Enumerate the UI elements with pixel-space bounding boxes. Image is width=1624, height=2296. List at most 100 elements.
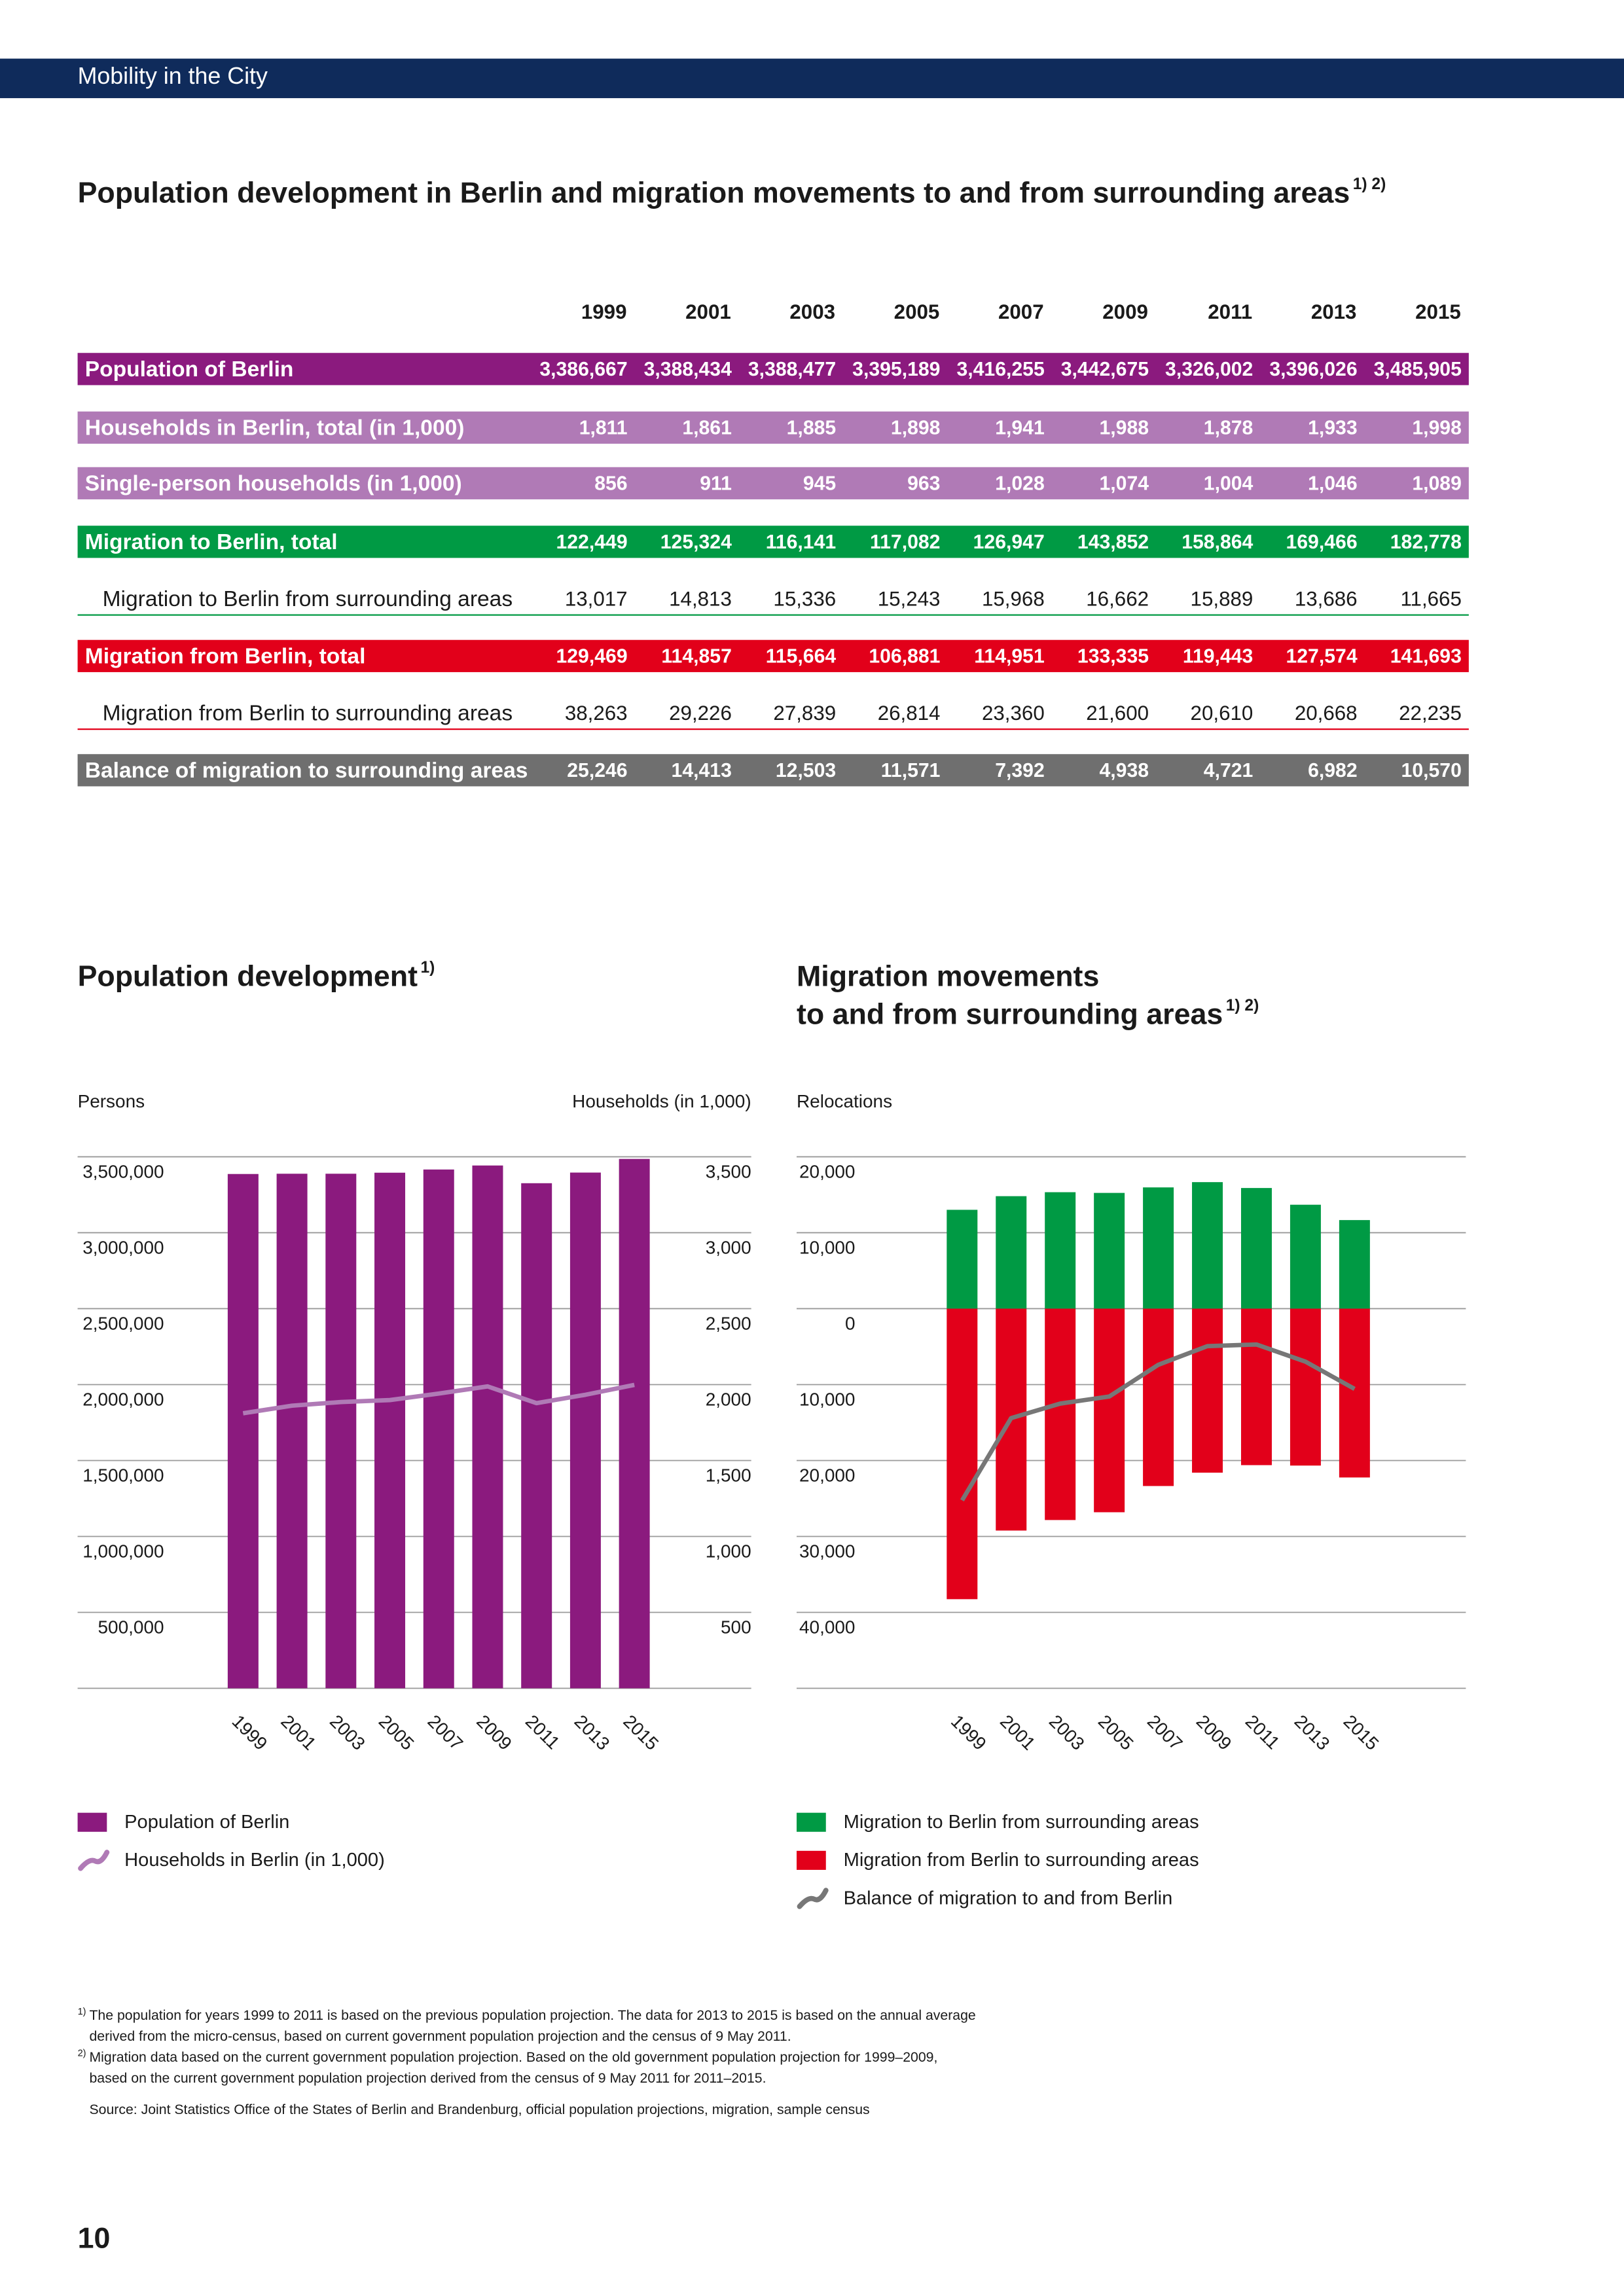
cell: 13,686 xyxy=(1295,588,1358,611)
legend-label: Migration to Berlin from surrounding are… xyxy=(844,1812,1199,1833)
cell: 158,864 xyxy=(1182,531,1253,553)
y2-tick-label: 3,500 xyxy=(706,1161,751,1181)
bar xyxy=(1339,1220,1370,1309)
cell: 13,017 xyxy=(565,588,628,611)
chart-title-text: Population development xyxy=(78,960,418,992)
y-tick-label: 2,000,000 xyxy=(82,1389,164,1409)
title-note: 1) 2) xyxy=(1353,175,1386,192)
cell: 1,998 xyxy=(1412,418,1462,439)
legend-swatch xyxy=(797,1888,829,1909)
bar xyxy=(1192,1308,1223,1473)
cell: 1,811 xyxy=(579,418,628,439)
cell: 10,570 xyxy=(1401,760,1462,781)
chart-title-note: 1) xyxy=(420,958,435,976)
bar xyxy=(1192,1182,1223,1309)
legend-label: Migration from Berlin to surrounding are… xyxy=(844,1850,1199,1871)
column-header: 2001 xyxy=(685,300,731,323)
row-label: Migration to Berlin, total xyxy=(85,530,338,554)
cell: 1,004 xyxy=(1204,473,1254,495)
cell: 1,885 xyxy=(787,418,837,439)
legend-label: Households in Berlin (in 1,000) xyxy=(124,1850,385,1871)
bar xyxy=(1339,1308,1370,1478)
cell: 127,574 xyxy=(1286,646,1357,668)
row-band xyxy=(77,411,1469,444)
row-label: Migration from Berlin, total xyxy=(85,644,366,668)
cell: 1,988 xyxy=(1099,418,1149,439)
x-tick-label: 2013 xyxy=(571,1711,614,1754)
bar xyxy=(1094,1193,1125,1309)
row-label: Migration to Berlin from surrounding are… xyxy=(103,587,513,611)
column-header: 1999 xyxy=(581,300,627,323)
cell: 1,046 xyxy=(1308,473,1358,495)
row-band xyxy=(77,639,1469,672)
cell: 1,028 xyxy=(995,473,1045,495)
cell: 27,839 xyxy=(773,702,836,725)
cell: 3,442,675 xyxy=(1061,359,1149,380)
cell: 126,947 xyxy=(973,531,1045,553)
chart-title-text: to and from surrounding areas xyxy=(797,997,1223,1030)
y-tick-label: 500,000 xyxy=(98,1617,164,1637)
legend-swatch xyxy=(797,1850,826,1870)
title: Population development in Berlin and mig… xyxy=(78,175,1386,209)
cell: 115,664 xyxy=(766,646,837,668)
chart-title: Population development 1) xyxy=(78,958,435,992)
footnote-marker: 2) xyxy=(78,2049,86,2059)
cell: 117,082 xyxy=(870,531,940,553)
cell: 122,449 xyxy=(556,531,627,553)
cell: 11,571 xyxy=(881,760,941,781)
cell: 1,861 xyxy=(682,418,732,439)
chart-title-note: 1) 2) xyxy=(1226,996,1259,1014)
row-label: Households in Berlin, total (in 1,000) xyxy=(85,416,465,440)
row-band xyxy=(77,353,1469,386)
x-tick-label: 2011 xyxy=(522,1711,564,1753)
row-band xyxy=(77,526,1469,558)
x-tick-label: 2005 xyxy=(375,1711,418,1754)
cell: 1,089 xyxy=(1412,473,1462,495)
legend-swatch xyxy=(78,1850,110,1871)
y-axis-label: Relocations xyxy=(797,1091,892,1111)
chart-title-text: Migration movements xyxy=(797,960,1099,992)
column-header: 2003 xyxy=(789,300,835,323)
y-tick-label: 20,000 xyxy=(799,1465,856,1485)
column-header: 2005 xyxy=(894,300,940,323)
y-tick-label: 40,000 xyxy=(799,1617,856,1637)
cell: 20,610 xyxy=(1191,702,1254,725)
cell: 114,951 xyxy=(974,646,1044,668)
cell: 6,982 xyxy=(1308,760,1358,781)
cell: 1,898 xyxy=(891,418,941,439)
line-series xyxy=(960,1342,1356,1502)
y-tick-label: 20,000 xyxy=(799,1161,856,1181)
y2-axis-label: Households (in 1,000) xyxy=(572,1091,751,1111)
cell: 4,938 xyxy=(1099,760,1149,781)
bar xyxy=(1045,1308,1076,1520)
cell: 133,335 xyxy=(1077,646,1149,668)
footnote-line: based on the current government populati… xyxy=(89,2070,766,2086)
cell: 25,246 xyxy=(567,760,627,781)
cell: 1,074 xyxy=(1099,473,1149,495)
bar xyxy=(947,1308,978,1600)
y2-tick-label: 3,000 xyxy=(706,1237,751,1257)
bar xyxy=(1290,1308,1321,1466)
bar xyxy=(374,1172,406,1689)
cell: 1,878 xyxy=(1204,418,1254,439)
cell: 119,443 xyxy=(1183,646,1253,668)
y-tick-label: 2,500,000 xyxy=(82,1313,164,1333)
y-tick-label: 3,000,000 xyxy=(82,1237,164,1257)
column-header: 2007 xyxy=(998,300,1044,323)
footnote-marker: 1) xyxy=(78,2007,86,2017)
y-axis-label: Persons xyxy=(78,1091,145,1111)
cell: 15,968 xyxy=(982,588,1045,611)
x-tick-label: 2003 xyxy=(1045,1711,1089,1754)
x-tick-label: 2007 xyxy=(424,1711,467,1754)
row-label: Balance of migration to surrounding area… xyxy=(85,759,528,783)
footnote-line: Migration data based on the current gove… xyxy=(89,2049,937,2065)
column-header: 2009 xyxy=(1102,300,1148,323)
cell: 911 xyxy=(700,473,732,495)
cell: 141,693 xyxy=(1390,646,1462,668)
cell: 11,665 xyxy=(1400,588,1461,611)
bar xyxy=(1290,1204,1321,1309)
cell: 16,662 xyxy=(1086,588,1149,611)
bar xyxy=(423,1169,454,1689)
